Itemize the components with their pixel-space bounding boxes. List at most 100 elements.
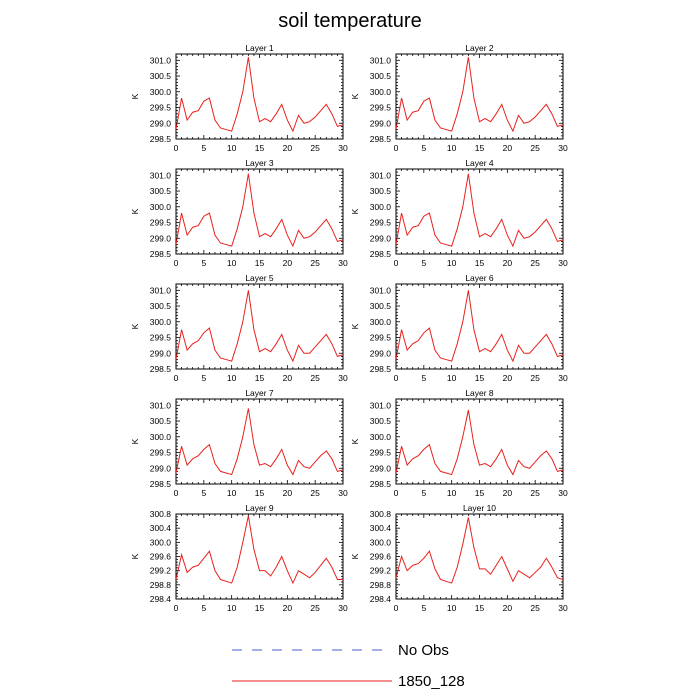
x-tick-label: 20 — [283, 603, 293, 613]
x-tick-label: 25 — [530, 373, 540, 383]
y-tick-label: 301.0 — [370, 55, 392, 65]
y-axis-label: K — [350, 93, 360, 99]
panel-title: Layer 1 — [245, 43, 274, 53]
panel-title: Layer 6 — [465, 273, 494, 283]
x-tick-label: 15 — [255, 488, 265, 498]
y-tick-label: 299.5 — [150, 103, 172, 113]
x-tick-label: 15 — [255, 258, 265, 268]
y-tick-label: 300.5 — [370, 301, 392, 311]
x-tick-label: 5 — [421, 488, 426, 498]
series-line-1850-128 — [176, 515, 343, 585]
y-tick-label: 301.0 — [370, 400, 392, 410]
y-axis-label: K — [130, 553, 140, 559]
y-axis-label: K — [350, 553, 360, 559]
x-tick-label: 10 — [447, 143, 457, 153]
plot-frame — [395, 398, 564, 485]
y-tick-label: 300.8 — [370, 509, 392, 519]
x-tick-label: 25 — [310, 603, 320, 613]
y-tick-label: 299.5 — [370, 218, 392, 228]
panel-title: Layer 5 — [245, 273, 274, 283]
y-tick-label: 299.5 — [370, 103, 392, 113]
x-tick-label: 25 — [310, 373, 320, 383]
y-tick-label: 299.0 — [150, 348, 172, 358]
x-tick-label: 5 — [201, 143, 206, 153]
x-tick-label: 30 — [338, 488, 348, 498]
y-tick-label: 299.6 — [150, 552, 172, 562]
x-tick-label: 20 — [503, 488, 513, 498]
y-tick-label: 299.2 — [150, 566, 172, 576]
x-tick-label: 10 — [447, 603, 457, 613]
y-tick-label: 301.0 — [370, 285, 392, 295]
y-tick-label: 301.0 — [370, 170, 392, 180]
plot-frame — [395, 53, 564, 140]
y-tick-label: 298.8 — [370, 580, 392, 590]
x-tick-label: 0 — [174, 488, 179, 498]
panel-title: Layer 10 — [463, 503, 496, 513]
x-tick-label: 5 — [421, 373, 426, 383]
x-tick-label: 0 — [394, 143, 399, 153]
x-tick-label: 20 — [283, 258, 293, 268]
y-tick-label: 299.5 — [370, 448, 392, 458]
y-tick-label: 299.2 — [370, 566, 392, 576]
x-tick-label: 30 — [338, 603, 348, 613]
x-tick-label: 20 — [283, 488, 293, 498]
x-tick-label: 5 — [201, 603, 206, 613]
y-tick-label: 300.0 — [370, 537, 392, 547]
y-tick-label: 299.0 — [370, 348, 392, 358]
y-tick-label: 298.5 — [370, 134, 392, 144]
y-tick-label: 301.0 — [150, 285, 172, 295]
panel-title: Layer 8 — [465, 388, 494, 398]
plot-frame — [395, 283, 564, 370]
x-tick-label: 25 — [310, 258, 320, 268]
x-tick-label: 15 — [475, 258, 485, 268]
x-tick-label: 5 — [201, 373, 206, 383]
x-tick-label: 25 — [310, 143, 320, 153]
panel-layer-3: Layer 3 K 0 5 10 15 20 25 30 298.5 299.0 299.5 300.0… — [130, 158, 348, 268]
legend-label-1850-128: 1850_128 — [398, 673, 465, 690]
y-tick-label: 301.0 — [150, 170, 172, 180]
y-tick-label: 298.5 — [150, 249, 172, 259]
x-tick-label: 10 — [227, 373, 237, 383]
x-tick-label: 30 — [338, 373, 348, 383]
series-line-1850-128 — [176, 290, 343, 363]
x-tick-label: 10 — [447, 488, 457, 498]
panel-title: Layer 4 — [465, 158, 494, 168]
panel-layer-1: Layer 1 K 0 5 10 15 20 25 30 298.5 299.0 299.5 300.0… — [130, 43, 348, 153]
y-tick-label: 301.0 — [150, 55, 172, 65]
y-tick-label: 300.0 — [150, 87, 172, 97]
x-tick-label: 0 — [174, 143, 179, 153]
y-axis-label: K — [130, 323, 140, 329]
y-tick-label: 301.0 — [150, 400, 172, 410]
y-tick-label: 298.4 — [150, 594, 172, 604]
y-tick-label: 300.0 — [150, 202, 172, 212]
x-tick-label: 10 — [447, 373, 457, 383]
panel-layer-9: Layer 9 K 0 5 10 15 20 25 30 298.4 298.8 299.2 299.6… — [130, 503, 348, 613]
y-tick-label: 300.0 — [370, 202, 392, 212]
x-tick-label: 15 — [475, 603, 485, 613]
panel-layer-8: Layer 8 K 0 5 10 15 20 25 30 298.5 299.0 299.5 300.0… — [350, 388, 568, 498]
y-tick-label: 298.5 — [150, 479, 172, 489]
panel-layer-10: Layer 10 K 0 5 10 15 20 25 30 298.4 298.8 299.2 299.… — [350, 503, 568, 613]
y-axis-label: K — [350, 438, 360, 444]
x-tick-label: 0 — [174, 373, 179, 383]
x-tick-label: 10 — [227, 603, 237, 613]
x-tick-label: 5 — [201, 488, 206, 498]
x-tick-label: 15 — [255, 143, 265, 153]
y-tick-label: 299.5 — [150, 218, 172, 228]
x-tick-label: 0 — [174, 603, 179, 613]
x-tick-label: 15 — [475, 488, 485, 498]
x-tick-label: 0 — [394, 258, 399, 268]
panel-title: Layer 2 — [465, 43, 494, 53]
y-tick-label: 300.8 — [150, 509, 172, 519]
y-tick-label: 300.0 — [150, 432, 172, 442]
y-tick-label: 298.5 — [370, 364, 392, 374]
x-tick-label: 5 — [421, 603, 426, 613]
panel-title: Layer 7 — [245, 388, 274, 398]
plot-frame — [175, 283, 344, 370]
y-tick-label: 299.0 — [370, 118, 392, 128]
y-tick-label: 299.0 — [150, 233, 172, 243]
y-tick-label: 300.5 — [150, 301, 172, 311]
y-tick-label: 300.5 — [150, 186, 172, 196]
y-tick-label: 300.5 — [370, 416, 392, 426]
